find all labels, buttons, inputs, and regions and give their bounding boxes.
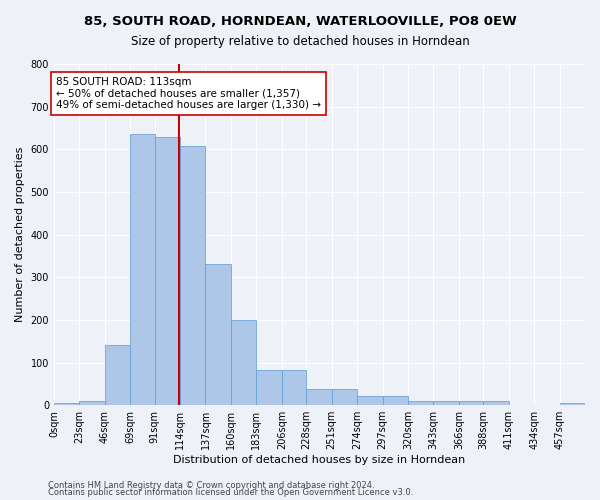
Bar [282, 370, 306, 405]
Text: 85 SOUTH ROAD: 113sqm
← 50% of detached houses are smaller (1,357)
49% of semi-d: 85 SOUTH ROAD: 113sqm ← 50% of detached … [56, 77, 321, 110]
X-axis label: Distribution of detached houses by size in Horndean: Distribution of detached houses by size … [173, 455, 466, 465]
Bar [433, 401, 459, 405]
Bar [256, 370, 282, 405]
Bar [79, 401, 105, 405]
Text: 85, SOUTH ROAD, HORNDEAN, WATERLOOVILLE, PO8 0EW: 85, SOUTH ROAD, HORNDEAN, WATERLOOVILLE,… [83, 15, 517, 28]
Bar [105, 346, 130, 405]
Bar [130, 134, 155, 405]
Bar [332, 389, 357, 405]
Text: Contains public sector information licensed under the Open Government Licence v3: Contains public sector information licen… [48, 488, 413, 497]
Bar [180, 146, 205, 405]
Bar [383, 396, 408, 405]
Bar [560, 403, 585, 405]
Bar [205, 264, 231, 405]
Text: Size of property relative to detached houses in Horndean: Size of property relative to detached ho… [131, 35, 469, 48]
Bar [408, 401, 433, 405]
Text: Contains HM Land Registry data © Crown copyright and database right 2024.: Contains HM Land Registry data © Crown c… [48, 480, 374, 490]
Bar [231, 320, 256, 405]
Bar [357, 396, 383, 405]
Y-axis label: Number of detached properties: Number of detached properties [15, 147, 25, 322]
Bar [155, 136, 180, 405]
Bar [459, 401, 483, 405]
Bar [306, 389, 332, 405]
Bar [54, 403, 79, 405]
Bar [483, 401, 509, 405]
